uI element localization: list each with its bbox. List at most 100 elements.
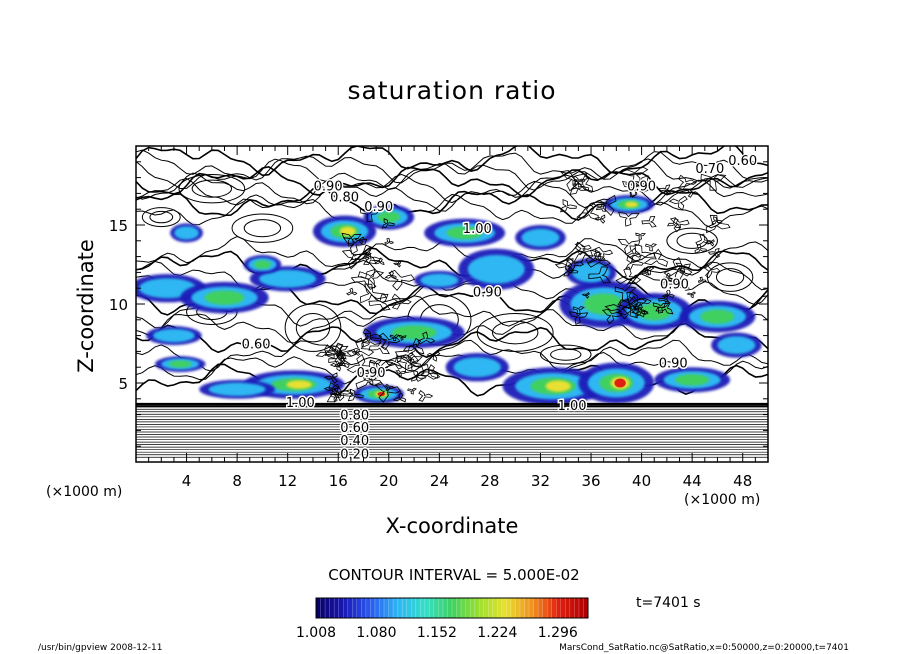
contour-line: [136, 322, 768, 359]
colorbar-stripe: [402, 598, 407, 618]
contour-loop: [572, 175, 586, 186]
contour-loop: [663, 256, 693, 278]
colorbar-tick-label: 1.224: [477, 625, 517, 641]
colorbar-stripe: [510, 598, 516, 618]
contour-loop: [617, 297, 648, 319]
colorbar-stripe: [356, 598, 362, 618]
colorbar-stripe: [352, 598, 358, 618]
contour-loop: [617, 238, 641, 256]
shaded-region: [453, 357, 501, 378]
contour-label: 0.80: [330, 191, 359, 206]
colorbar-stripe: [529, 598, 534, 618]
contour-label: 0.60: [728, 154, 757, 169]
chart-title: saturation ratio: [347, 76, 557, 105]
contour-loop: [417, 331, 436, 345]
contour-loop: [643, 248, 668, 267]
contour-loop: [341, 249, 368, 270]
footer-source: MarsCond_SatRatio.nc@SatRatio,x=0:50000,…: [559, 643, 849, 653]
shaded-region: [259, 269, 317, 288]
contour-loop: [368, 361, 394, 378]
contour-loop: [368, 338, 390, 355]
contour-line: [136, 172, 768, 206]
contour-loop: [594, 214, 606, 224]
contour-label: 0.90: [627, 180, 656, 195]
contour-loop: [711, 216, 723, 225]
contour-loop: [661, 267, 690, 289]
contour-loop: [642, 266, 655, 276]
colorbar-tick-label: 1.296: [538, 625, 578, 641]
contour-loop: [658, 184, 672, 195]
colorbar-stripe: [343, 598, 349, 618]
contour-loop: [384, 270, 397, 280]
contour-loop: [677, 174, 697, 190]
colorbar-stripe: [583, 598, 589, 618]
shaded-region: [204, 290, 245, 305]
colorbar-stripe: [429, 598, 435, 618]
y-tick-label: 15: [109, 217, 128, 235]
contour-loop: [419, 364, 439, 379]
contour-loop: [698, 276, 707, 284]
colorbar-stripe: [542, 598, 548, 618]
contour-loop: [667, 218, 681, 229]
colorbar-stripe: [497, 598, 503, 618]
contour-loop: [284, 303, 342, 352]
plot-area: 0.600.700.900.800.900.901.000.900.900.60…: [136, 146, 768, 462]
colorbar-stripe: [411, 598, 417, 618]
shaded-region: [675, 374, 710, 386]
contour-loop: [635, 232, 647, 240]
z-axis-unit: (×1000 m): [46, 484, 123, 500]
colorbar-stripe: [456, 598, 462, 618]
contour-line: [136, 193, 768, 229]
contour-loop: [350, 268, 377, 290]
x-tick-label: 24: [430, 472, 449, 490]
contour-loop: [707, 247, 721, 259]
colorbar-stripe: [520, 598, 525, 618]
colorbar-stripe: [406, 598, 412, 618]
contour-loop: [346, 287, 358, 296]
colorbar-stripe: [533, 598, 539, 618]
shaded-region: [253, 260, 271, 269]
contour-label: 0.90: [357, 366, 386, 381]
contour-loop: [666, 227, 718, 254]
contour-loop: [705, 239, 715, 247]
colorbar-stripe: [492, 598, 498, 618]
contour-line: [136, 146, 768, 177]
x-axis-label: X-coordinate: [385, 514, 519, 538]
contour-loop: [407, 358, 422, 370]
contour-loop: [243, 219, 282, 238]
contour-loop: [329, 393, 343, 403]
colorbar-stripe: [569, 598, 575, 618]
contour-loop: [620, 166, 649, 186]
contour-loop: [141, 207, 181, 228]
contour-loop: [315, 344, 335, 359]
contour-loop: [396, 355, 423, 374]
contour-loop: [355, 369, 383, 390]
contour-loop: [231, 213, 294, 243]
contour-loop: [346, 337, 375, 357]
contour-loop: [588, 266, 612, 284]
shaded-region: [446, 226, 483, 240]
contour-loop: [395, 370, 406, 378]
x-tick-label: 4: [182, 472, 192, 490]
contour-loop: [378, 332, 401, 351]
contour-loop: [374, 381, 402, 403]
colorbar-frame: [315, 597, 589, 619]
contour-loop: [418, 390, 434, 402]
contour-loop: [384, 237, 395, 245]
colorbar-stripe: [578, 598, 584, 618]
colorbar-stripe: [538, 598, 543, 618]
contour-loop: [595, 204, 607, 212]
contour-loop: [295, 312, 331, 343]
contour-loop: [369, 359, 382, 368]
contour-loop: [626, 247, 642, 258]
colorbar-stripe: [447, 598, 453, 618]
contour-loop: [615, 266, 642, 285]
contour-loop: [581, 292, 590, 299]
colorbar-stripe: [556, 598, 562, 618]
shaded-region: [153, 328, 195, 343]
colorbar-stripe: [488, 598, 494, 618]
contour-loop: [149, 210, 174, 224]
contour-loop: [359, 208, 381, 223]
shaded-region: [286, 380, 312, 389]
